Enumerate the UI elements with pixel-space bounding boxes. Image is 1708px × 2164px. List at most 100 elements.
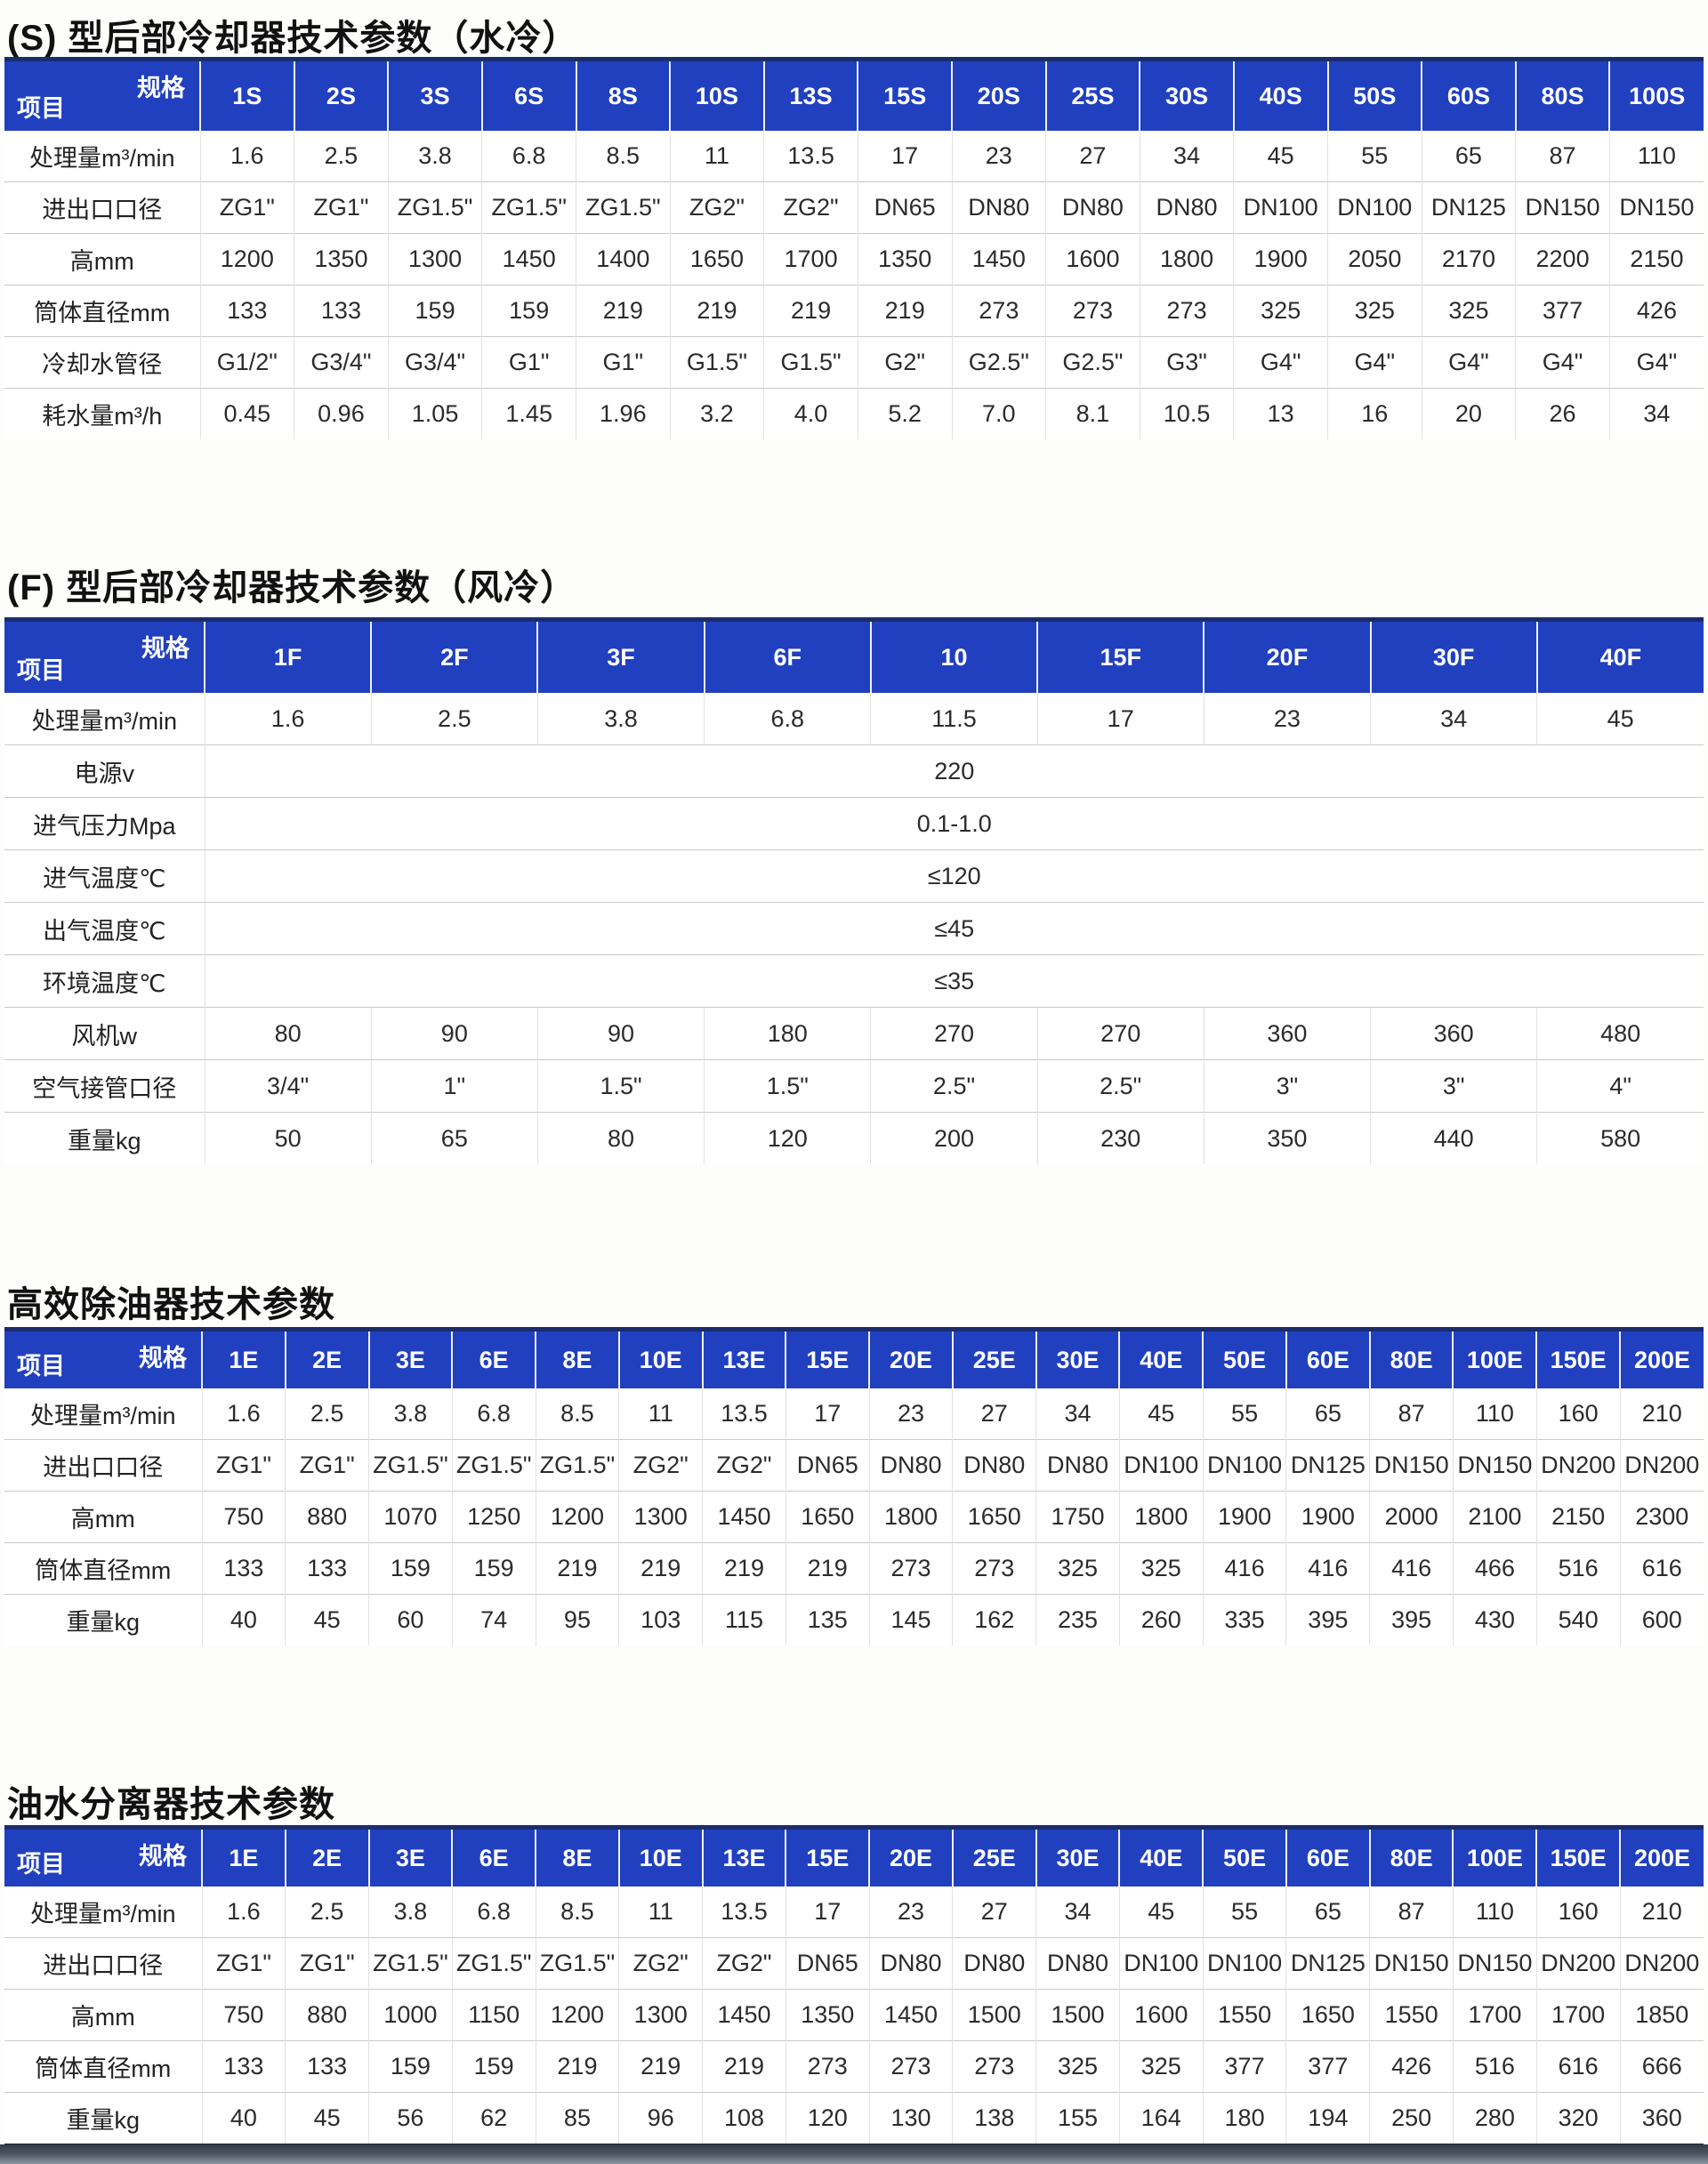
value-cell: 2.5 — [285, 1388, 369, 1440]
column-header: 60E — [1285, 1827, 1370, 1886]
value-cell: ZG1.5" — [451, 1937, 536, 1990]
column-header: 10E — [617, 1329, 703, 1388]
value-cell: 159 — [481, 285, 576, 337]
value-cell: 1.45 — [481, 388, 576, 439]
value-cell: DN150 — [1369, 1439, 1454, 1492]
row-label: 电源v — [4, 744, 205, 798]
value-cell: 6.8 — [451, 1388, 536, 1440]
value-cell: 3.8 — [368, 1388, 453, 1440]
value-cell: DN200 — [1535, 1937, 1621, 1990]
row-label: 筒体直径mm — [4, 1542, 202, 1595]
value-cell: 273 — [868, 1542, 953, 1595]
column-header: 20F — [1203, 619, 1371, 693]
value-cell: 273 — [952, 1542, 1036, 1595]
corner-item-label: 项目 — [17, 1353, 65, 1380]
spec-table: 规格 项目 1S 2S 3S 6S 8S 10S 13S 15S 20S 25S 30S 40S 50S 60… — [4, 57, 1704, 439]
value-cell: 2050 — [1327, 233, 1422, 286]
value-cell: 377 — [1285, 2040, 1370, 2093]
value-cell: DN200 — [1535, 1439, 1621, 1492]
column-header: 60S — [1421, 59, 1516, 131]
column-header: 40E — [1118, 1827, 1204, 1886]
row-label: 冷却水管径 — [4, 336, 200, 389]
value-cell: 4.0 — [763, 388, 858, 439]
value-cell: 325 — [1035, 1542, 1120, 1595]
value-cell: 2.5 — [370, 693, 538, 745]
value-cell: 1800 — [1139, 233, 1234, 286]
value-cell: G1.5" — [763, 336, 858, 389]
value-cell: 133 — [285, 2040, 369, 2093]
value-cell: 26 — [1515, 388, 1610, 439]
value-cell: 1600 — [1118, 1989, 1204, 2041]
value-cell: DN150 — [1452, 1937, 1537, 1990]
corner-spec-label: 规格 — [141, 635, 189, 662]
value-cell: 133 — [201, 1542, 286, 1595]
value-cell: 13 — [1233, 388, 1328, 439]
value-cell: DN200 — [1619, 1937, 1704, 1990]
value-cell: 3" — [1370, 1059, 1537, 1113]
table-row: 进气压力Mpa 0.1-1.0 — [4, 797, 1704, 850]
value-cell: DN80 — [951, 181, 1046, 234]
value-cell: 516 — [1452, 2040, 1537, 2093]
value-cell: 3.8 — [536, 693, 705, 745]
value-cell: 219 — [618, 2040, 703, 2093]
value-cell: ZG2" — [702, 1937, 786, 1990]
value-cell: G3/4" — [387, 336, 482, 389]
value-cell: 80 — [204, 1007, 372, 1060]
value-cell: 1200 — [199, 233, 294, 286]
value-cell: 1" — [370, 1059, 538, 1113]
value-cell: G1/2" — [199, 336, 294, 389]
value-cell: 219 — [702, 1542, 786, 1595]
value-cell: DN100 — [1202, 1439, 1286, 1492]
value-cell: 1200 — [535, 1989, 619, 2041]
value-cell: 34 — [1035, 1886, 1120, 1938]
value-cell: DN100 — [1327, 181, 1422, 234]
value-cell: 1650 — [952, 1491, 1036, 1543]
value-cell: DN80 — [1035, 1937, 1120, 1990]
table-row: 重量kg 50 65 80 120 200 230 350 440 580 — [4, 1112, 1704, 1164]
table-row: 高mm 750 880 1000 1150 1200 1300 1450 1350 1450 150… — [4, 1989, 1704, 2041]
value-cell: 219 — [785, 1542, 870, 1595]
column-header: 3E — [367, 1329, 453, 1388]
value-cell: 2100 — [1452, 1491, 1537, 1543]
value-cell: 145 — [868, 1594, 953, 1645]
value-cell: DN65 — [857, 181, 952, 234]
value-cell: ZG1" — [201, 1937, 286, 1990]
column-header: 100E — [1452, 1827, 1537, 1886]
value-cell: 1070 — [368, 1491, 453, 1543]
value-cell: 2000 — [1369, 1491, 1454, 1543]
column-header: 1E — [201, 1827, 286, 1886]
value-cell: 273 — [1045, 285, 1140, 337]
value-cell: 8.5 — [576, 131, 671, 182]
value-cell: 666 — [1619, 2040, 1704, 2093]
column-header: 50S — [1326, 59, 1422, 131]
value-cell: DN150 — [1452, 1439, 1537, 1492]
value-cell: 1700 — [763, 233, 858, 286]
value-cell: 11 — [618, 1886, 703, 1938]
column-header: 20E — [868, 1329, 953, 1388]
value-cell: 11 — [618, 1388, 703, 1440]
value-cell: 17 — [857, 131, 952, 182]
value-cell: 440 — [1370, 1112, 1537, 1164]
value-cell: 1300 — [387, 233, 482, 286]
column-header: 13E — [701, 1329, 786, 1388]
value-cell: 377 — [1202, 2040, 1286, 2093]
value-cell: ZG1" — [199, 181, 294, 234]
corner-spec-label: 规格 — [139, 1345, 187, 1372]
value-cell: 325 — [1118, 1542, 1204, 1595]
value-cell: 3.8 — [368, 1886, 453, 1938]
value-cell: 377 — [1515, 285, 1610, 337]
value-cell: 159 — [451, 1542, 536, 1595]
row-label: 进气压力Mpa — [4, 797, 205, 850]
value-cell: 65 — [1285, 1388, 1370, 1440]
value-cell: 1700 — [1452, 1989, 1537, 2041]
row-label: 处理量m³/min — [4, 1886, 202, 1938]
row-label: 重量kg — [4, 1594, 202, 1645]
value-cell: 96 — [618, 2092, 703, 2145]
merged-value-cell: 0.1-1.0 — [204, 797, 1704, 850]
value-cell: 230 — [1036, 1112, 1204, 1164]
value-cell: ZG1.5" — [535, 1439, 619, 1492]
column-header: 3F — [536, 619, 705, 693]
column-header: 15E — [785, 1827, 870, 1886]
value-cell: 880 — [285, 1989, 369, 2041]
value-cell: 335 — [1202, 1594, 1286, 1645]
